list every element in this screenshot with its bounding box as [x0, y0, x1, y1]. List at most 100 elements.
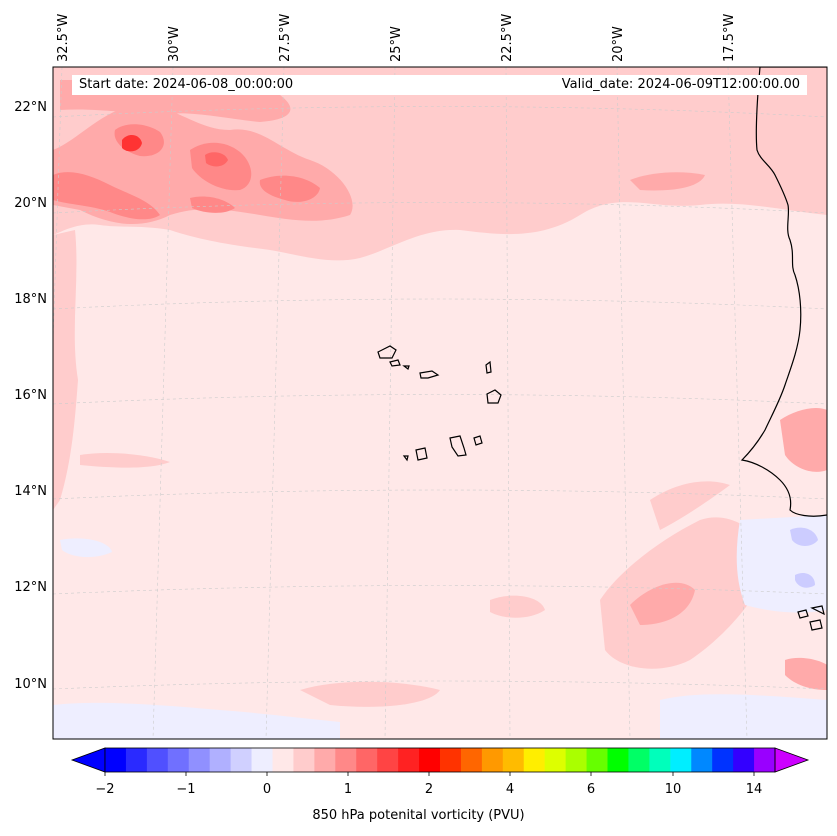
pv-region-blue-e-core2 — [795, 573, 815, 588]
colorbar-frame — [104, 747, 776, 773]
island-santa-luzia — [402, 365, 410, 370]
lon-label: 22.5°W — [500, 14, 515, 62]
colorbar-tick-label: 1 — [344, 782, 352, 797]
lon-label: 32.5°W — [56, 14, 71, 62]
colorbar-cell — [607, 748, 629, 772]
coastline — [377, 67, 827, 631]
colorbar-cell — [670, 748, 692, 772]
colorbar-title: 850 hPa potenital vorticity (PVU) — [312, 808, 525, 823]
pv-region-blue-se — [660, 694, 827, 739]
colorbar-cell — [230, 748, 253, 772]
colorbar-tick-label: −1 — [176, 782, 195, 797]
pv-region-peak — [122, 134, 142, 152]
island-boa-vista — [486, 389, 502, 404]
pv-region-south-2 — [630, 582, 695, 625]
lon-labels: 32.5°W 30°W 27.5°W 25°W 22.5°W 20°W 17.5… — [56, 14, 737, 62]
lat-label: 18°N — [14, 292, 47, 307]
colorbar-cell — [481, 748, 504, 772]
colorbar-cell — [272, 748, 294, 772]
lat-labels: 22°N 20°N 18°N 16°N 14°N 12°N 10°N — [14, 100, 47, 692]
pv-region-mid-1 — [490, 595, 545, 618]
colorbar-cell — [502, 748, 525, 772]
lon-label: 27.5°W — [278, 14, 293, 62]
lat-label: 20°N — [14, 196, 47, 211]
colorbar-tick-label: 14 — [746, 782, 763, 797]
colorbar-cell — [628, 748, 650, 772]
colorbar-cell — [209, 748, 232, 772]
guinea-bissau-islands — [797, 605, 825, 631]
pv-field — [53, 67, 827, 739]
colorbar-over-arrow — [774, 747, 810, 773]
island-santo-antao — [377, 345, 397, 359]
pv-region-ne-patch — [630, 172, 705, 191]
colorbar-cell — [544, 748, 567, 772]
lon-label: 25°W — [389, 26, 404, 62]
colorbar-cell — [691, 748, 713, 772]
lat-label: 12°N — [14, 580, 47, 595]
colorbar-cell — [754, 748, 776, 772]
lon-label: 17.5°W — [722, 14, 737, 62]
colorbar-cell — [146, 748, 169, 772]
island-brava — [402, 455, 409, 462]
pv-region-blue-w — [60, 538, 112, 558]
lat-label: 22°N — [14, 100, 47, 115]
colorbar-cell — [251, 748, 273, 772]
pv-region-blue-e-core — [790, 527, 818, 546]
pv-region-mid-3 — [80, 452, 170, 468]
valid-date-label: Valid_date: 2024-06-09T12:00:00.00 — [442, 75, 807, 95]
pv-region-se-patch — [780, 408, 827, 472]
colorbar-cell — [293, 748, 315, 772]
colorbar-tick-label: −2 — [95, 782, 114, 797]
island-maio — [473, 435, 483, 446]
colorbar-tick-labels: −2 −1 0 1 2 4 6 10 14 — [95, 782, 762, 797]
pv-region-blue-sw — [53, 702, 340, 739]
africa-coast — [740, 67, 827, 517]
island-sao-vicente — [389, 359, 401, 367]
pv-region-west-strip — [53, 230, 78, 510]
lat-label: 10°N — [14, 677, 47, 692]
colorbar-cell — [586, 748, 608, 772]
graticule — [53, 67, 827, 739]
island-fogo — [415, 447, 428, 461]
lon-label: 30°W — [167, 26, 182, 62]
start-date-label: Start date: 2024-06-08_00:00:00 — [72, 75, 449, 95]
colorbar-tick-label: 2 — [425, 782, 433, 797]
colorbar-cell — [398, 748, 420, 772]
colorbar-cell — [460, 748, 483, 772]
colorbar-cell — [733, 748, 755, 772]
colorbar-tick-label: 10 — [665, 782, 682, 797]
pv-region-streak-5 — [190, 196, 235, 213]
colorbar-cell — [314, 748, 336, 772]
colorbar-tick-label: 6 — [587, 782, 595, 797]
colorbar: −2 −1 0 1 2 4 6 10 14 — [70, 747, 810, 797]
pv-region-se-patch-2 — [785, 657, 827, 690]
lat-label: 16°N — [14, 388, 47, 403]
lon-label: 20°W — [611, 26, 626, 62]
colorbar-tick-label: 0 — [263, 782, 271, 797]
colorbar-cell — [125, 748, 148, 772]
pv-region-peak-2 — [205, 152, 228, 167]
colorbar-tick-label: 4 — [506, 782, 514, 797]
colorbar-cell — [523, 748, 546, 772]
pv-region-streak-1 — [53, 172, 160, 220]
island-santiago — [449, 435, 467, 457]
colorbar-cell — [440, 748, 462, 772]
pv-region-mid-4 — [650, 481, 730, 530]
pv-region-mid-2 — [300, 681, 440, 707]
colorbar-cell — [649, 748, 671, 772]
pv-region-streak-4 — [259, 175, 320, 202]
colorbar-under-arrow — [70, 747, 106, 773]
map-frame — [52, 66, 828, 740]
colorbar-cell — [377, 748, 399, 772]
island-sao-nicolau — [419, 370, 440, 379]
colorbar-cell — [356, 748, 378, 772]
colorbar-cell — [712, 748, 734, 772]
pv-region-blue-e — [736, 515, 827, 613]
pv-region-streak-2 — [190, 142, 252, 191]
colorbar-cell — [565, 748, 588, 772]
colorbar-cell — [167, 748, 190, 772]
colorbar-cell — [105, 748, 127, 772]
colorbar-cells — [105, 748, 776, 772]
colorbar-cell — [335, 748, 357, 772]
lat-label: 14°N — [14, 484, 47, 499]
